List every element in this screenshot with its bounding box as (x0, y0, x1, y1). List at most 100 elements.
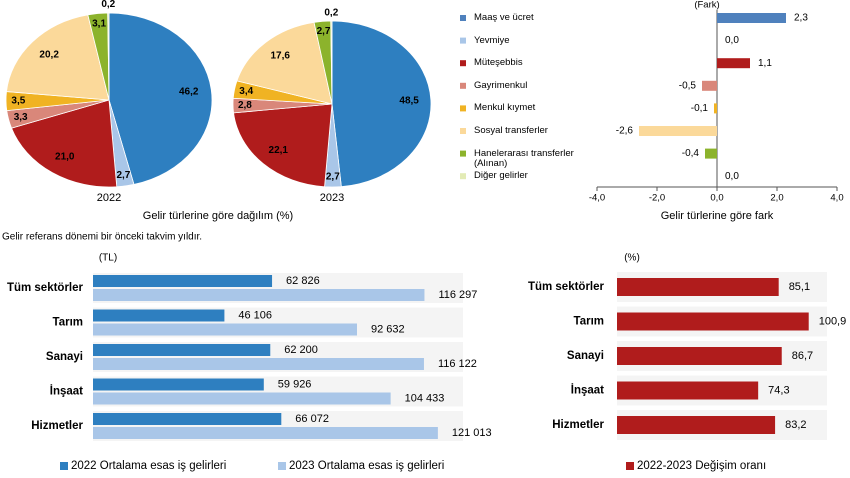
value-label: 66 072 (295, 413, 329, 425)
legend-label: Hanelerarası transferler (Alınan) (474, 147, 574, 169)
category-label: İnşaat (50, 385, 83, 398)
legend-label: 2023 Ortalama esas iş gelirleri (289, 460, 444, 472)
legend-swatch (460, 105, 466, 112)
x-tick-label: 0,0 (710, 193, 723, 204)
value-label: 116 297 (438, 289, 477, 301)
category-label: Tarım (574, 316, 604, 328)
bar (93, 309, 225, 322)
legend-label: Gayrimenkul (474, 79, 528, 91)
pie-label: 48,5 (399, 96, 419, 107)
value-label: -0,5 (679, 80, 697, 91)
pie-label: 3,4 (239, 86, 253, 97)
y-unit: (TL) (99, 253, 117, 264)
category-label: Hizmetler (31, 420, 83, 432)
pie-title: 2022 (97, 192, 121, 204)
pie-label: 2,7 (116, 170, 130, 181)
value-label: 86,7 (792, 350, 813, 362)
value-label: 121 013 (452, 427, 492, 439)
pie-label: 2,7 (326, 172, 340, 183)
bar (714, 103, 717, 114)
value-label: 2,3 (794, 13, 808, 24)
value-label: 104 433 (405, 392, 445, 404)
pie-label: 0,2 (324, 7, 338, 18)
legend-swatch (460, 15, 466, 21)
bar (93, 275, 273, 287)
bar (705, 148, 717, 159)
bar (617, 347, 782, 365)
x-tick-label: 4,0 (830, 193, 843, 204)
bar (639, 126, 717, 136)
pie-label: 3,3 (14, 112, 28, 123)
bar (702, 80, 717, 91)
pie-label: 3,1 (92, 19, 106, 30)
x-tick-label: -2,0 (649, 193, 665, 204)
pie-label: 22,1 (269, 145, 289, 156)
bar (93, 323, 358, 336)
legend-swatch (60, 462, 68, 470)
value-label: 92 632 (371, 323, 405, 335)
pie-axis-label: Gelir türlerine göre dağılım (%) (143, 210, 293, 222)
pie-slice (6, 14, 110, 101)
bar (617, 278, 779, 296)
pie-title: 2023 (320, 192, 344, 204)
category-label: Sanayi (46, 351, 83, 363)
bar (93, 427, 438, 439)
pie-slice (331, 20, 432, 188)
legend-label: Maaş ve ücret (474, 12, 534, 23)
bar (93, 344, 271, 356)
pie-label: 46,2 (179, 86, 199, 97)
pie-slice (10, 99, 118, 188)
bar (617, 312, 809, 331)
x-axis-label: Gelir türlerine göre fark (661, 210, 774, 222)
legend-label: Sosyal transferler (474, 125, 548, 136)
value-label: 62 826 (286, 275, 320, 287)
category-label: Tüm sektörler (528, 281, 605, 293)
pie-slice (236, 21, 333, 105)
legend-swatch (460, 150, 466, 157)
legend-label: Yevmiye (474, 34, 510, 46)
value-label: -2,6 (616, 126, 634, 137)
value-label: 85,1 (789, 281, 810, 293)
value-label: -0,4 (682, 148, 700, 159)
legend-label: Menkul kıymet (474, 102, 536, 114)
legend-label: 2022 Ortalama esas iş gelirleri (71, 460, 226, 472)
value-label: 74,3 (768, 384, 789, 396)
pie-label: 20,2 (39, 49, 59, 60)
value-label: 1,1 (758, 58, 772, 69)
x-tick-label: -4,0 (589, 193, 605, 204)
legend-swatch (460, 60, 466, 67)
pie-slice (330, 20, 333, 105)
pie-label: 17,6 (270, 51, 290, 62)
value-label: 83,2 (785, 419, 806, 431)
pie-label: 2,7 (317, 26, 331, 37)
pie-label: 3,5 (11, 96, 25, 107)
value-label: 100,9 (819, 315, 847, 327)
legend-swatch (460, 82, 466, 89)
bar (93, 289, 425, 301)
legend-label: Müteşebbis (474, 57, 523, 69)
legend-swatch (626, 462, 634, 470)
value-label: 46 106 (238, 309, 272, 321)
value-label: -0,1 (691, 103, 709, 114)
note: Gelir referans dönemi bir önceki takvim … (2, 232, 202, 243)
bar (93, 413, 282, 425)
bar (93, 392, 391, 405)
bar (617, 416, 776, 434)
category-label: Tarım (53, 317, 83, 329)
y-unit: (Fark) (694, 0, 719, 11)
bar (717, 13, 786, 23)
x-tick-label: 2,0 (770, 193, 783, 204)
pie-label: 0,2 (101, 0, 115, 10)
pie-label: 21,0 (55, 151, 75, 162)
category-label: İnşaat (571, 384, 604, 397)
legend-label: Diğer gelirler (474, 170, 528, 182)
category-label: Tüm sektörler (7, 282, 84, 294)
category-label: Hizmetler (552, 419, 604, 431)
value-label: 0,0 (725, 35, 739, 46)
bar (93, 358, 424, 370)
bar (717, 58, 750, 69)
legend-swatch (460, 128, 466, 134)
legend-swatch (460, 37, 466, 44)
